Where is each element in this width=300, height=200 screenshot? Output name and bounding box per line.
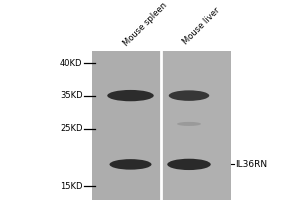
Text: Mouse liver: Mouse liver — [181, 6, 222, 46]
Ellipse shape — [167, 159, 211, 170]
Ellipse shape — [110, 159, 152, 170]
Bar — [92, 51, 231, 200]
Text: Mouse spleen: Mouse spleen — [121, 0, 169, 48]
Text: 25KD: 25KD — [60, 124, 82, 133]
Bar — [92, 51, 160, 200]
Ellipse shape — [177, 122, 201, 126]
Text: 15KD: 15KD — [60, 182, 82, 191]
Text: IL36RN: IL36RN — [236, 160, 268, 169]
Text: 40KD: 40KD — [60, 59, 82, 68]
Text: 35KD: 35KD — [60, 91, 82, 100]
Ellipse shape — [107, 90, 154, 101]
Ellipse shape — [169, 90, 209, 101]
